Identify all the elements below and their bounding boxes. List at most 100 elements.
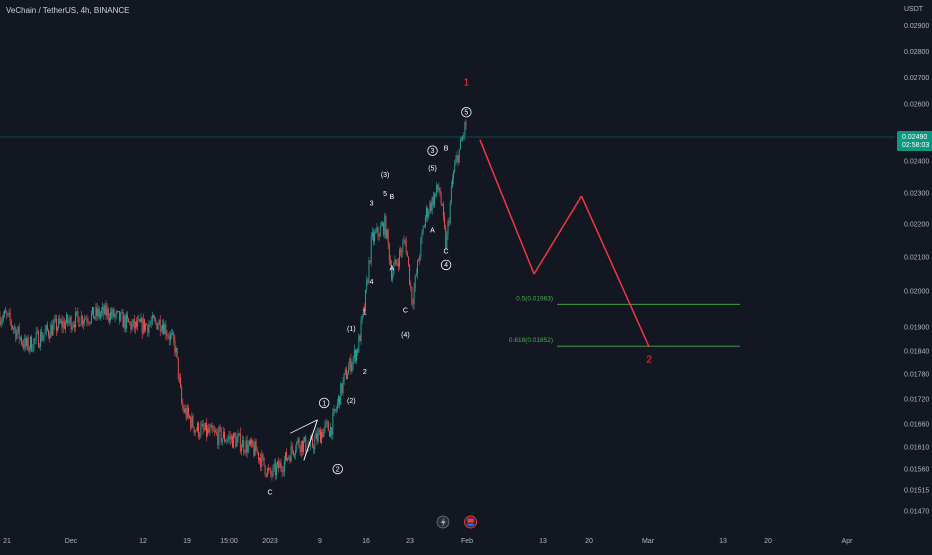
candle-body	[205, 423, 206, 430]
projection-segment[interactable]	[534, 196, 581, 274]
y-axis-tick-label: 0.02900	[904, 23, 929, 30]
candle-body	[405, 241, 406, 242]
wave-label: (3)	[381, 172, 390, 179]
projection-wave-label: 2	[646, 355, 652, 366]
candle-body	[215, 431, 216, 432]
price-badge-value: 0.02490	[902, 134, 927, 141]
candle-body	[416, 274, 417, 276]
candle-body	[226, 440, 227, 441]
candle-body	[16, 332, 17, 339]
candle-body	[411, 287, 412, 304]
candle-body	[116, 312, 117, 315]
wave-label: 5	[383, 191, 387, 198]
y-axis-tick-label: 0.01840	[904, 349, 929, 356]
candle-body	[111, 312, 112, 316]
candle-body	[190, 418, 191, 428]
candle-body	[462, 137, 463, 141]
candle-body	[355, 350, 356, 361]
candle-body	[435, 193, 436, 195]
candle-body	[197, 423, 198, 431]
wave-label: A	[390, 266, 395, 273]
projection-segment[interactable]	[581, 196, 649, 347]
candle-body	[348, 367, 349, 374]
candle-body	[262, 454, 263, 457]
candle-body	[112, 309, 113, 316]
candle-body	[74, 325, 75, 327]
candle-body	[58, 319, 59, 328]
candle-body	[148, 325, 149, 333]
candle-body	[41, 332, 42, 341]
candle-body	[130, 322, 131, 329]
candle-body	[257, 452, 258, 453]
candle-body	[286, 452, 287, 460]
candle-body	[186, 408, 187, 418]
candle-body	[156, 322, 157, 329]
projection-segment[interactable]	[480, 140, 534, 274]
candle-body	[260, 458, 261, 467]
wave-label: 2	[363, 369, 367, 376]
x-axis-tick-label: Dec	[65, 538, 78, 545]
candle-body	[227, 438, 228, 440]
candle-body	[436, 185, 437, 194]
candle-body	[238, 435, 239, 438]
candle-body	[367, 280, 368, 282]
candle-body	[320, 430, 321, 443]
candle-body	[336, 409, 337, 411]
candle-body	[258, 452, 259, 460]
candle-body	[225, 441, 226, 442]
candle-body	[423, 228, 424, 233]
candle-body	[276, 466, 277, 476]
candle-body	[287, 458, 288, 460]
y-axis-tick-label: 0.02800	[904, 49, 929, 56]
candle-body	[326, 422, 327, 423]
candle-body	[26, 338, 27, 346]
candle-body	[268, 468, 269, 469]
candle-body	[36, 333, 37, 339]
candle-body	[321, 432, 322, 443]
candle-body	[95, 308, 96, 317]
candle-body	[50, 325, 51, 338]
candle-body	[397, 263, 398, 264]
candle-body	[35, 339, 36, 340]
candle-body	[170, 334, 171, 340]
candle-body	[381, 225, 382, 226]
candle-body	[203, 424, 204, 429]
candle-body	[334, 409, 335, 413]
candle-body	[128, 318, 129, 322]
candle-body	[13, 328, 14, 329]
candle-body	[356, 350, 357, 361]
candle-body	[82, 316, 83, 324]
candle-body	[398, 263, 399, 266]
candle-body	[60, 321, 61, 323]
candle-body	[419, 257, 420, 261]
candle-body	[187, 408, 188, 418]
candle-body	[91, 313, 92, 321]
x-axis-tick-label: Feb	[461, 538, 473, 545]
y-axis-tick-label: 0.01780	[904, 372, 929, 379]
candle-body	[119, 311, 120, 321]
y-axis-tick-label: 0.02300	[904, 191, 929, 198]
candle-body	[209, 428, 210, 433]
candle-body	[248, 445, 249, 453]
x-axis-tick-label: Apr	[842, 538, 854, 545]
candle-body	[164, 324, 165, 334]
candle-body	[18, 326, 19, 332]
candle-body	[221, 428, 222, 442]
candle-body	[347, 375, 348, 379]
candle-body	[121, 312, 122, 313]
x-axis-tick-label: 20	[764, 538, 772, 545]
wave-label: 2	[336, 466, 340, 473]
x-axis-tick-label: Mar	[642, 538, 655, 545]
candle-body	[84, 319, 85, 322]
y-axis-tick-label: 0.02000	[904, 289, 929, 296]
candle-body	[103, 307, 104, 315]
candle-body	[214, 431, 215, 432]
candle-body	[327, 422, 328, 423]
candle-body	[240, 433, 241, 451]
y-axis-tick-label: 0.01610	[904, 445, 929, 452]
candle-body	[296, 442, 297, 451]
candle-body	[418, 260, 419, 261]
candle-body	[163, 325, 164, 334]
candle-body	[446, 235, 447, 249]
